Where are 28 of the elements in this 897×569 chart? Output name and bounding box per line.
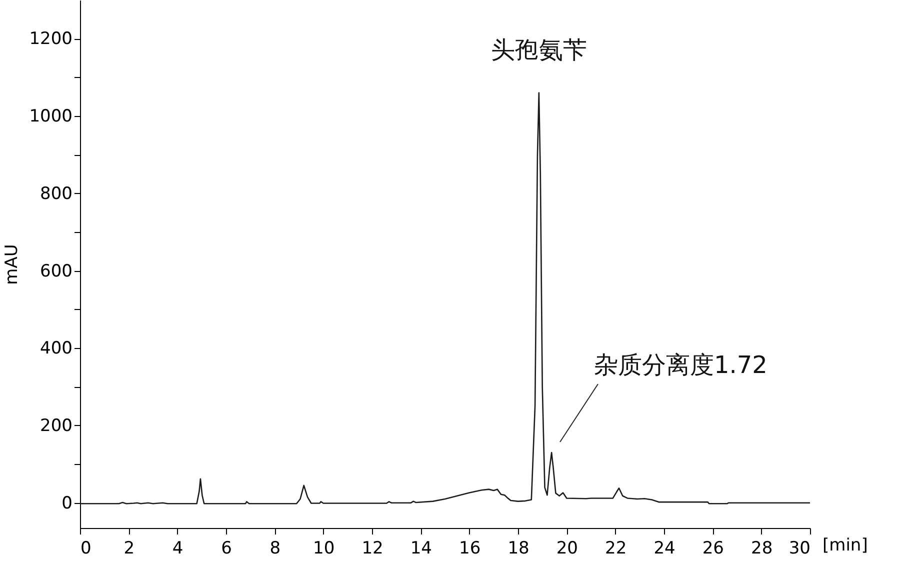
x-tick-label: 6	[221, 538, 232, 558]
y-tick-label: 800	[40, 184, 72, 204]
x-axis-title: [min]	[822, 536, 868, 556]
x-tick-label: 10	[313, 538, 335, 558]
x-tick-label: 14	[410, 538, 432, 558]
x-tick-label: 18	[508, 538, 530, 558]
y-tick-label: 0	[62, 493, 72, 514]
annotation: 头孢氨苄	[490, 36, 587, 64]
y-tick-label: 1200	[29, 29, 72, 50]
x-tick-label: 4	[172, 538, 184, 558]
x-tick-label: 12	[362, 538, 384, 558]
y-tick-label: 600	[40, 261, 72, 282]
x-tick-label: 24	[654, 538, 676, 558]
annotation: 杂质分离度1.72	[594, 351, 768, 379]
y-axis-title: mAU	[2, 244, 22, 285]
x-tick-label: 20	[556, 538, 578, 558]
x-tick-label: 0	[80, 538, 92, 558]
y-tick-label: 400	[40, 338, 72, 359]
x-tick-label: 30	[788, 538, 810, 558]
x-tick-label: 8	[270, 538, 281, 558]
x-tick-label: 26	[702, 538, 724, 558]
x-tick-label: 22	[605, 538, 627, 558]
x-tick-label: 16	[459, 538, 481, 558]
x-tick-label: 28	[751, 538, 773, 558]
y-tick-label: 1000	[29, 106, 72, 127]
line-series	[79, 92, 811, 504]
y-tick-label: 200	[40, 416, 72, 436]
x-tick-label: 2	[124, 538, 135, 558]
